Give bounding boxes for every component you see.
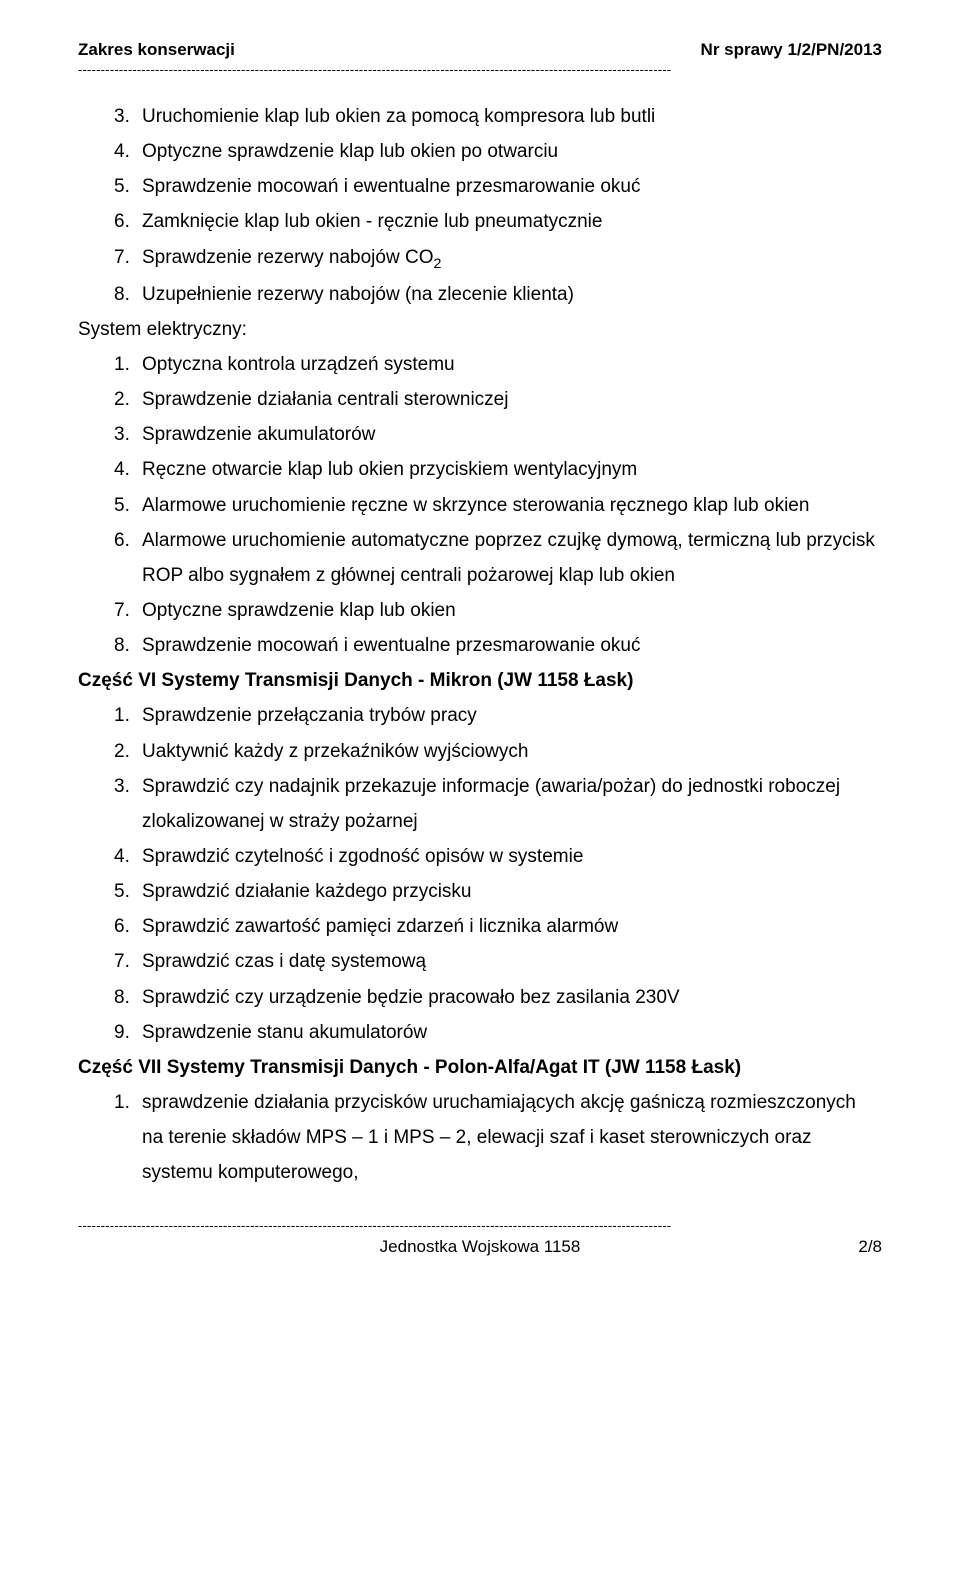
list-item: 8. Uzupełnienie rezerwy nabojów (na zlec… (78, 277, 882, 312)
list-number: 7. (114, 944, 142, 979)
list-item: 6. Sprawdzić zawartość pamięci zdarzeń i… (78, 909, 882, 944)
list-text: Optyczne sprawdzenie klap lub okien po o… (142, 134, 882, 169)
list-item: 4. Optyczne sprawdzenie klap lub okien p… (78, 134, 882, 169)
list-number: 3. (114, 99, 142, 134)
footer-center: Jednostka Wojskowa 1158 (380, 1237, 581, 1257)
subscript-2: 2 (433, 255, 441, 271)
list-item: 7. Sprawdzić czas i datę systemową (78, 944, 882, 979)
list-item: 1. Optyczna kontrola urządzeń systemu (78, 347, 882, 382)
list-number: 8. (114, 628, 142, 663)
list-item: 3. Sprawdzić czy nadajnik przekazuje inf… (78, 769, 882, 839)
list-text: Alarmowe uruchomienie automatyczne poprz… (142, 523, 882, 593)
list-text: Sprawdzenie stanu akumulatorów (142, 1015, 882, 1050)
list-item: 5. Sprawdzenie mocowań i ewentualne prze… (78, 169, 882, 204)
list-text: Optyczne sprawdzenie klap lub okien (142, 593, 882, 628)
list-item: 8. Sprawdzenie mocowań i ewentualne prze… (78, 628, 882, 663)
list-text: Sprawdzenie mocowań i ewentualne przesma… (142, 628, 882, 663)
list-item: 5. Alarmowe uruchomienie ręczne w skrzyn… (78, 488, 882, 523)
list-number: 6. (114, 523, 142, 593)
list-text: Sprawdzenie mocowań i ewentualne przesma… (142, 169, 882, 204)
list-item: 6. Zamknięcie klap lub okien - ręcznie l… (78, 204, 882, 239)
list-item: 5. Sprawdzić działanie każdego przycisku (78, 874, 882, 909)
list-text: Sprawdzenie działania centrali sterownic… (142, 382, 882, 417)
list-item: 7. Optyczne sprawdzenie klap lub okien (78, 593, 882, 628)
list-item: 9. Sprawdzenie stanu akumulatorów (78, 1015, 882, 1050)
list-number: 9. (114, 1015, 142, 1050)
document-body: 3. Uruchomienie klap lub okien za pomocą… (78, 99, 882, 1190)
list-number: 8. (114, 980, 142, 1015)
list-number: 4. (114, 134, 142, 169)
list-item: 4. Ręczne otwarcie klap lub okien przyci… (78, 452, 882, 487)
list-number: 4. (114, 452, 142, 487)
list-item: 4. Sprawdzić czytelność i zgodność opisó… (78, 839, 882, 874)
list-number: 1. (114, 347, 142, 382)
list-text: sprawdzenie działania przycisków urucham… (142, 1085, 882, 1190)
system-label: System elektryczny: (78, 312, 882, 347)
list-text: Sprawdzić działanie każdego przycisku (142, 874, 882, 909)
list-number: 5. (114, 874, 142, 909)
list-text: Optyczna kontrola urządzeń systemu (142, 347, 882, 382)
list-text: Uruchomienie klap lub okien za pomocą ko… (142, 99, 882, 134)
list-text: Ręczne otwarcie klap lub okien przyciski… (142, 452, 882, 487)
header-left: Zakres konserwacji (78, 40, 235, 60)
list-item: 8. Sprawdzić czy urządzenie będzie praco… (78, 980, 882, 1015)
list-number: 3. (114, 769, 142, 839)
list-number: 6. (114, 909, 142, 944)
list-number: 5. (114, 169, 142, 204)
list-item: 2. Sprawdzenie działania centrali sterow… (78, 382, 882, 417)
list-number: 7. (114, 593, 142, 628)
list-item: 1. Sprawdzenie przełączania trybów pracy (78, 698, 882, 733)
page-header: Zakres konserwacji Nr sprawy 1/2/PN/2013 (78, 40, 882, 60)
list-item: 3. Uruchomienie klap lub okien za pomocą… (78, 99, 882, 134)
list-text: Uaktywnić każdy z przekaźników wyjściowy… (142, 734, 882, 769)
list-item: 7. Sprawdzenie rezerwy nabojów CO2 (78, 240, 882, 277)
list-number: 1. (114, 698, 142, 733)
list-item: 6. Alarmowe uruchomienie automatyczne po… (78, 523, 882, 593)
list-item: 3. Sprawdzenie akumulatorów (78, 417, 882, 452)
list-text: Sprawdzić zawartość pamięci zdarzeń i li… (142, 909, 882, 944)
list-number: 2. (114, 734, 142, 769)
list-text-co2: Sprawdzenie rezerwy nabojów CO (142, 247, 433, 268)
header-divider: ----------------------------------------… (78, 62, 882, 77)
footer-divider: ----------------------------------------… (78, 1218, 882, 1233)
list-text: Sprawdzenie akumulatorów (142, 417, 882, 452)
list-text: Sprawdzić czy nadajnik przekazuje inform… (142, 769, 882, 839)
list-text: Sprawdzenie przełączania trybów pracy (142, 698, 882, 733)
list-item: 1. sprawdzenie działania przycisków uruc… (78, 1085, 882, 1190)
list-text: Alarmowe uruchomienie ręczne w skrzynce … (142, 488, 882, 523)
list-number: 1. (114, 1085, 142, 1190)
list-text: Sprawdzić czy urządzenie będzie pracował… (142, 980, 882, 1015)
list-number: 5. (114, 488, 142, 523)
list-number: 8. (114, 277, 142, 312)
list-text: Sprawdzić czas i datę systemową (142, 944, 882, 979)
list-number: 3. (114, 417, 142, 452)
list-text: Uzupełnienie rezerwy nabojów (na zleceni… (142, 277, 882, 312)
page-footer: Jednostka Wojskowa 1158 2/8 (78, 1237, 882, 1257)
list-number: 2. (114, 382, 142, 417)
list-text: Zamknięcie klap lub okien - ręcznie lub … (142, 204, 882, 239)
section-heading-vii: Część VII Systemy Transmisji Danych - Po… (78, 1050, 882, 1085)
section-heading-vi: Część VI Systemy Transmisji Danych - Mik… (78, 663, 882, 698)
footer-page-number: 2/8 (858, 1237, 882, 1257)
list-number: 4. (114, 839, 142, 874)
list-text: Sprawdzenie rezerwy nabojów CO2 (142, 240, 882, 277)
list-item: 2. Uaktywnić każdy z przekaźników wyjści… (78, 734, 882, 769)
list-text: Sprawdzić czytelność i zgodność opisów w… (142, 839, 882, 874)
list-number: 7. (114, 240, 142, 277)
list-number: 6. (114, 204, 142, 239)
header-right: Nr sprawy 1/2/PN/2013 (701, 40, 882, 60)
